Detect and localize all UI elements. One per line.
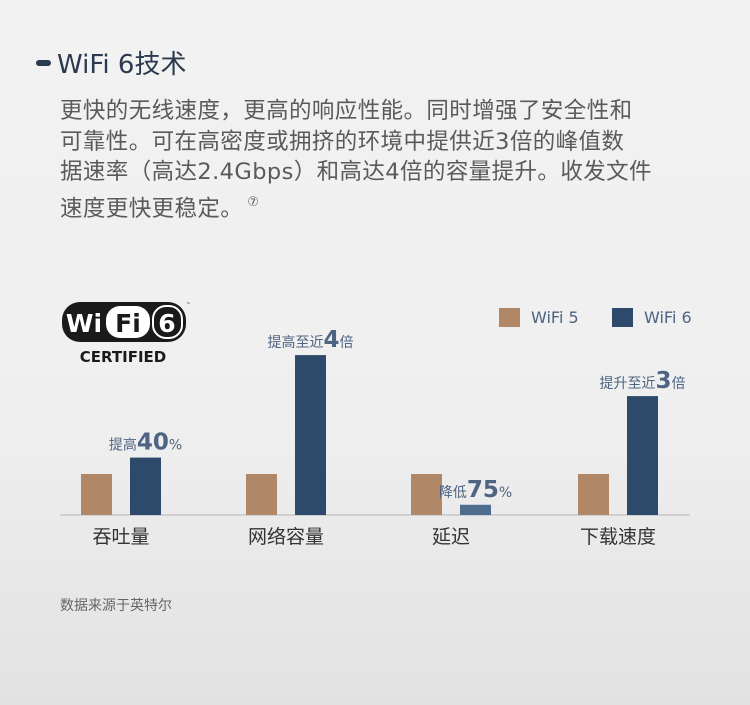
description-line: 更快的无线速度，更高的响应性能。同时增强了安全性和 <box>60 98 633 124</box>
section-title: WiFi 6技术 <box>36 44 186 81</box>
data-label: 提高至近4倍 <box>267 327 353 353</box>
dash-icon <box>36 59 51 66</box>
category-label: 网络容量 <box>248 526 324 548</box>
legend-label: WiFi 5 <box>531 308 579 327</box>
bar-wifi6 <box>130 457 161 515</box>
category-label: 延迟 <box>432 526 470 548</box>
data-label: 降低75% <box>439 477 512 503</box>
category-label: 吞吐量 <box>92 526 149 548</box>
legend-wifi6: WiFi 6 <box>612 308 692 327</box>
data-label: 提高40% <box>109 430 182 456</box>
data-label: 提升至近3倍 <box>599 368 685 394</box>
footnote-marker: ⑦ <box>247 194 260 210</box>
bar-wifi5 <box>411 474 442 515</box>
description: 更快的无线速度，更高的响应性能。同时增强了安全性和 可靠性。可在高密度或拥挤的环… <box>60 96 652 224</box>
description-line: 据速率（高达2.4Gbps）和高达4倍的容量提升。收发文件 <box>60 159 652 185</box>
wifi6-certified-logo: Wi Fi 6 ™ CERTIFIED <box>62 302 192 372</box>
bar-wifi5 <box>578 474 609 515</box>
category-label: 下载速度 <box>580 526 656 548</box>
svg-text:6: 6 <box>158 309 175 338</box>
legend-swatch <box>499 308 520 327</box>
svg-text:Fi: Fi <box>115 309 141 338</box>
title-text: WiFi 6技术 <box>57 50 187 80</box>
svg-text:™: ™ <box>186 302 191 308</box>
legend-wifi5: WiFi 5 <box>499 308 579 327</box>
bar-wifi6 <box>627 396 658 515</box>
bar-wifi5 <box>246 474 277 515</box>
legend-label: WiFi 6 <box>644 308 692 327</box>
bar-wifi5 <box>81 474 112 515</box>
description-line: 速度更快更稳定。 <box>60 195 244 222</box>
bar-wifi6 <box>460 504 491 515</box>
svg-text:CERTIFIED: CERTIFIED <box>80 348 166 366</box>
svg-text:Wi: Wi <box>66 309 102 338</box>
bar-wifi6 <box>295 355 326 515</box>
legend-swatch <box>612 308 633 327</box>
data-source: 数据来源于英特尔 <box>60 598 172 614</box>
description-line: 可靠性。可在高密度或拥挤的环境中提供近3倍的峰值数 <box>60 128 625 155</box>
